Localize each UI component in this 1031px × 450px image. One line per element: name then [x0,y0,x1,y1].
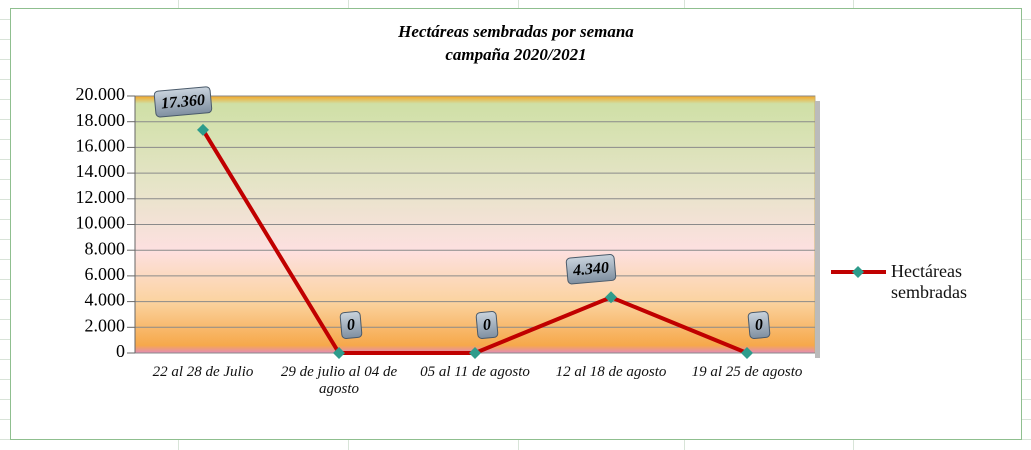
y-tick-label: 20.000 [76,84,126,104]
chart-area: Hectáreas sembradas por semana campaña 2… [10,8,1022,440]
y-tick-label: 2.000 [85,315,126,335]
data-label: 0 [475,311,499,339]
x-tick-label: 12 al 18 de agosto [555,364,667,380]
legend-label: Hectáreas sembradas [891,261,967,302]
legend-marker [852,266,864,278]
data-label-text: 0 [346,316,355,334]
y-tick-label: 6.000 [85,264,126,284]
y-tick-label: 10.000 [76,213,126,233]
x-tick-label: 19 al 25 de agosto [691,364,803,380]
chart: Hectáreas sembradas por semana campaña 2… [76,22,886,361]
marker [469,347,481,359]
y-tick-label: 0 [116,341,125,361]
data-label: 0 [339,311,363,339]
data-label-text: 0 [754,316,763,334]
data-label: 17.360 [153,86,213,118]
chart-title: Hectáreas sembradas por semana [397,22,634,41]
data-label-box [339,311,363,339]
data-label: 4.340 [565,254,617,285]
x-tick-label: 29 de julio al 04 de agosto [280,364,398,397]
y-tick-label: 16.000 [76,136,126,156]
y-tick-label: 14.000 [76,161,126,181]
marker [333,347,345,359]
x-tick-label: 22 al 28 de Julio [152,364,254,380]
plot-shadow [815,101,820,358]
data-label-box [565,254,617,285]
data-label-box [475,311,499,339]
data-label-box [747,311,771,339]
data-label-text: 17.360 [160,92,205,113]
data-label: 0 [747,311,771,339]
marker [605,291,617,304]
y-tick-label: 18.000 [76,110,126,130]
chart-subtitle: campaña 2020/2021 [445,45,586,64]
y-tick-label: 4.000 [85,290,126,310]
data-label-text: 4.340 [571,259,609,279]
data-label-text: 0 [482,316,491,334]
y-tick-label: 8.000 [85,238,126,258]
y-tick-label: 12.000 [76,187,126,207]
data-label-box [153,86,213,118]
x-tick-label: 05 al 11 de agosto [420,364,530,380]
marker [741,347,753,359]
marker [197,123,209,136]
